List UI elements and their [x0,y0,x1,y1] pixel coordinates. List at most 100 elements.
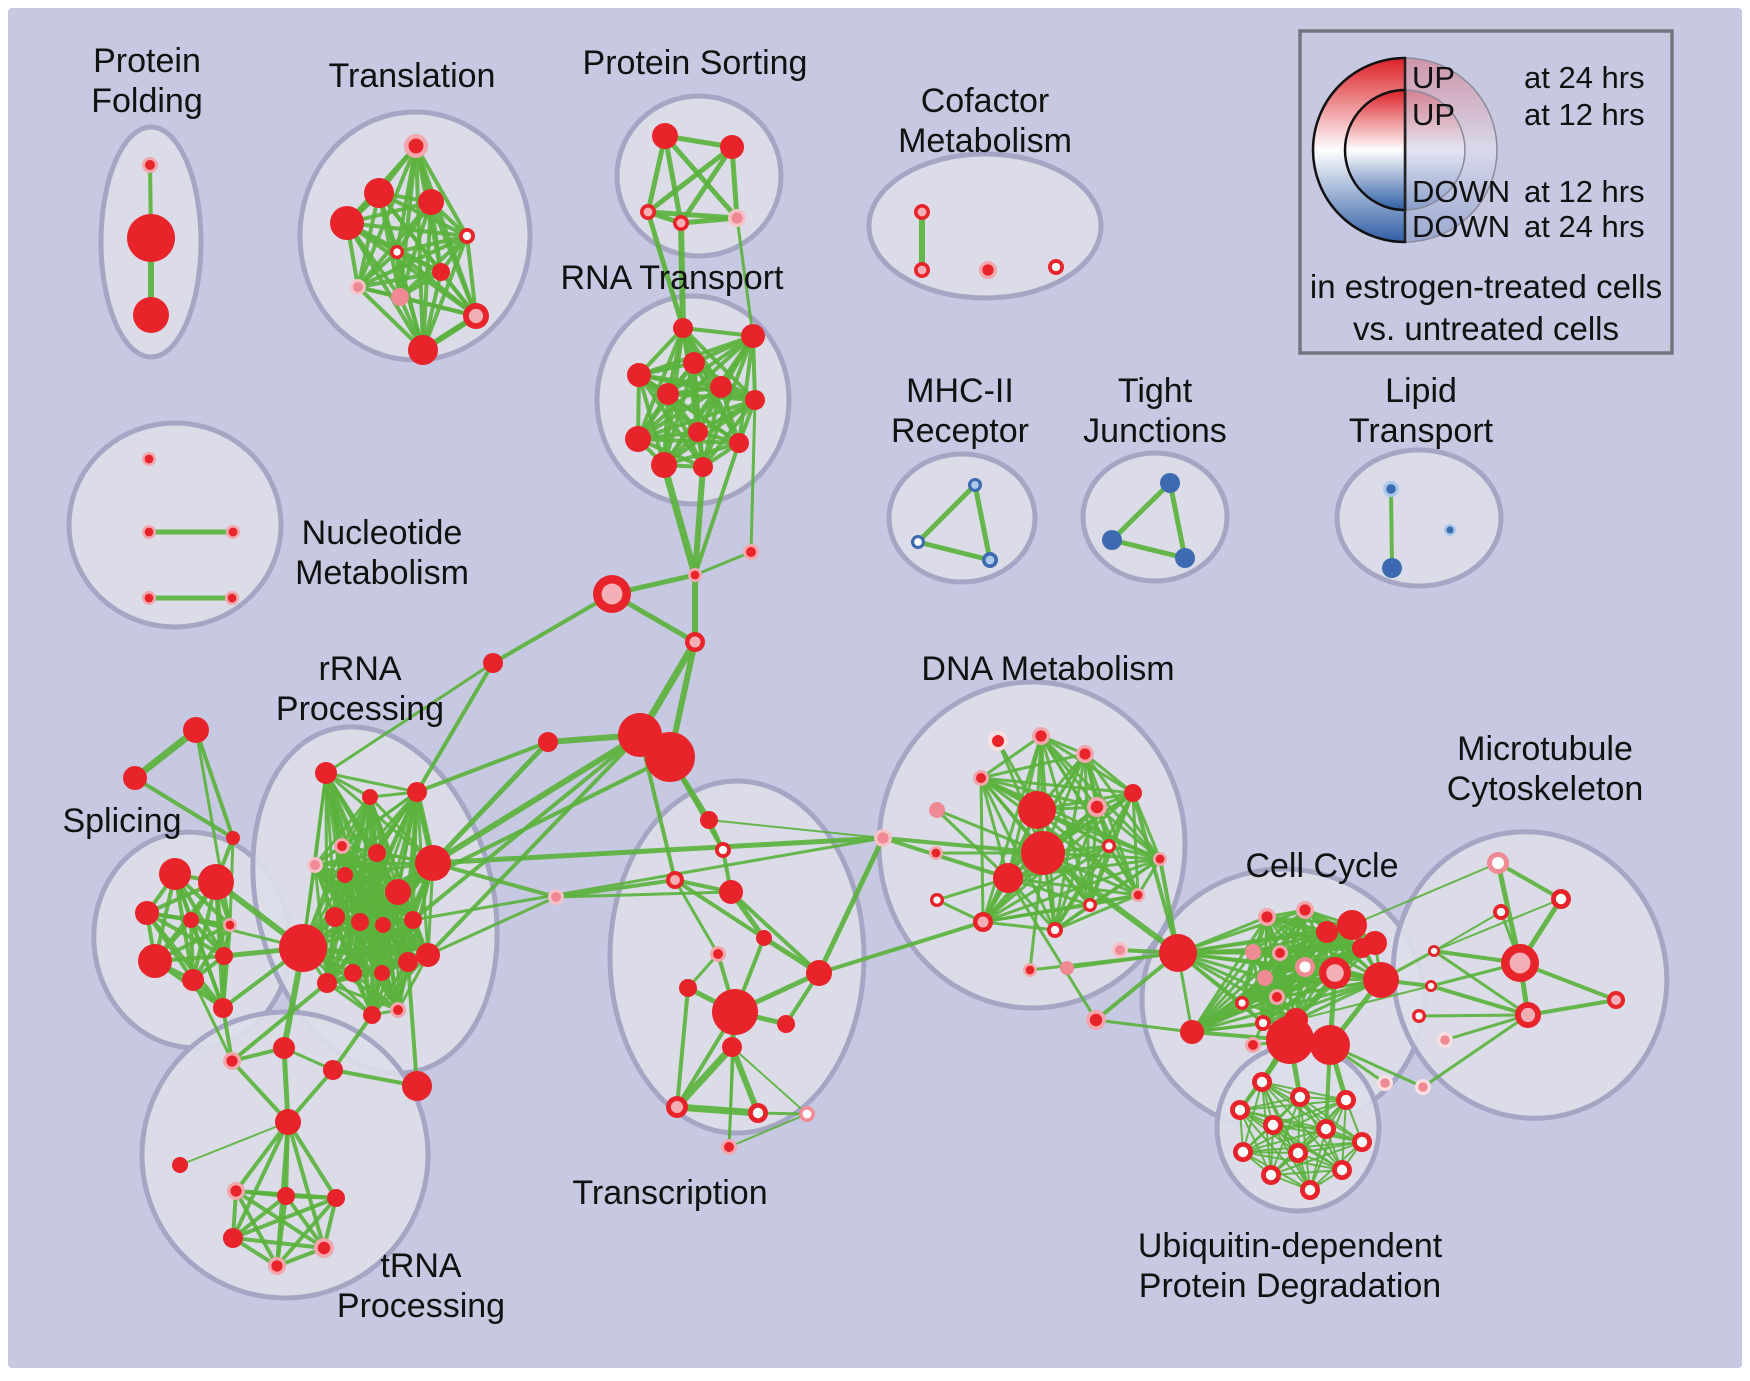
edge-d17-d19 [1054,893,1139,932]
gene-node-sp2 [198,864,234,900]
edge-b4-rr18 [406,961,419,1087]
gene-node-core-c9 [1326,964,1344,982]
edge-h4a-rr19 [426,733,642,957]
gene-node-rr3 [407,782,427,802]
gene-node-core-mt5 [1427,982,1435,990]
gene-node-x11 [777,1015,795,1033]
gene-node-c12 [1257,970,1273,986]
cluster-label-rna-transport-0: RNA Transport [561,259,785,297]
edge-d11-d19 [1095,806,1140,896]
edge-d6-d10 [882,836,1009,880]
edge-rr19-rr20 [370,953,430,1017]
gene-node-core-cf4 [1051,262,1061,272]
edge-d3-d4 [980,752,1086,780]
gene-node-trhub [275,1109,301,1135]
cluster-label-microtubule-cytoskeleton-1: Cytoskeleton [1447,770,1644,808]
gene-node-s3 [226,831,240,845]
edge-r2-r10 [737,335,755,444]
gene-node-core-t10 [468,308,484,324]
gene-node-r10 [729,433,749,453]
edge-u7-u11 [1270,1141,1363,1176]
cluster-label-trna-processing-0: tRNA [380,1247,462,1285]
gene-node-rr2 [362,789,378,805]
cluster-label-rrna-processing-0: rRNA [318,650,401,688]
gene-node-c3 [1316,921,1338,943]
edge-d4-d12 [980,776,1134,795]
gene-node-core-m1 [971,481,979,489]
gene-node-r3 [683,352,705,374]
edge-d2-d4 [980,734,1042,780]
edge-triso-trhub [179,1121,289,1166]
gene-node-ps1 [652,123,678,149]
legend-row-time-1: at 12 hrs [1524,97,1645,132]
gene-node-core-mt2 [1555,893,1567,905]
cluster-ellipse-nucleotide-metabolism [66,420,284,630]
gene-node-core-rr4 [337,841,347,851]
cluster-label-microtubule-cytoskeleton-0: Microtubule [1457,730,1633,768]
cluster-label-nucleotide-metabolism-1: Metabolism [295,554,469,592]
gene-node-x5 [719,880,743,904]
edge-rr20-b3 [331,1013,374,1072]
gene-node-r1 [673,318,693,338]
edge-x12-x16 [728,1046,733,1148]
gene-node-core-h2 [690,570,700,580]
gene-node-core-m2 [914,538,922,546]
cluster-label-dna-metabolism-0: DNA Metabolism [921,650,1174,688]
edge-r12-h2 [692,466,706,576]
edge-g1-h2 [694,550,752,577]
gene-node-core-mt9 [1415,1012,1423,1020]
cluster-label-translation-0: Translation [329,57,496,95]
cluster-label-protein-sorting-0: Protein Sorting [583,44,808,82]
gene-node-d12 [1124,784,1142,802]
gene-node-core-cf1 [917,207,927,217]
gene-node-sp9 [213,998,233,1018]
gene-node-sp7 [182,969,204,991]
gene-node-core-ps4 [676,218,686,228]
edge-m1-m3 [972,484,993,561]
edge-rr9-d6 [432,835,884,866]
edge-trhub-trd [231,1121,290,1239]
gene-node-core-x7 [713,949,723,959]
gene-node-h4b [645,732,695,782]
gene-node-core-d17 [1050,925,1060,935]
gene-node-rr6 [368,844,386,862]
gene-node-core-n1 [144,454,154,464]
gene-node-core-u11 [1265,1169,1277,1181]
gene-node-core-u2 [1294,1091,1306,1103]
edge-t9-t10 [399,295,477,318]
gene-node-rr8 [385,879,411,905]
edge-sp5-sp7 [191,923,232,982]
edge-mt4-mt7 [1433,949,1529,1017]
gene-node-core-d19 [1133,890,1143,900]
node-layer [123,123,1625,1275]
gene-node-r12 [693,457,713,477]
gene-node-b4 [402,1071,432,1101]
gene-node-sp6 [138,944,172,978]
edge-u2-u4 [1239,1096,1301,1111]
edge-d12-d19 [1131,792,1140,896]
gene-node-sp1 [159,858,191,890]
gene-node-core-d7 [931,848,941,858]
gene-node-core-rr21 [393,1005,403,1015]
edge-r4-r12 [637,373,705,469]
edge-d14-d16 [982,857,1161,924]
gene-node-core-n3 [228,527,238,537]
gene-node-core-u5 [1267,1119,1279,1131]
edge-c4-mt1 [1351,862,1499,926]
gene-node-x12 [722,1037,742,1057]
gene-node-core-mt8 [1611,995,1621,1005]
gene-node-core-ps5 [731,212,743,224]
cluster-ellipse-lipid-transport [1334,447,1504,589]
edge-d9-d23 [1041,850,1180,956]
edge-ps1-ps5 [663,134,739,220]
edge-d12-d23 [1131,792,1180,954]
gene-node-core-x15 [802,1109,812,1119]
gene-node-rr9 [415,845,451,881]
edge-x4-rr9 [432,861,557,899]
edge-m2-m3 [917,539,991,563]
edge-t7-t8 [357,270,442,289]
edge-r1-r8 [636,327,685,440]
gene-node-trd [223,1228,243,1248]
edge-trhub-trc [286,1120,338,1200]
gene-node-core-m3 [985,555,995,565]
